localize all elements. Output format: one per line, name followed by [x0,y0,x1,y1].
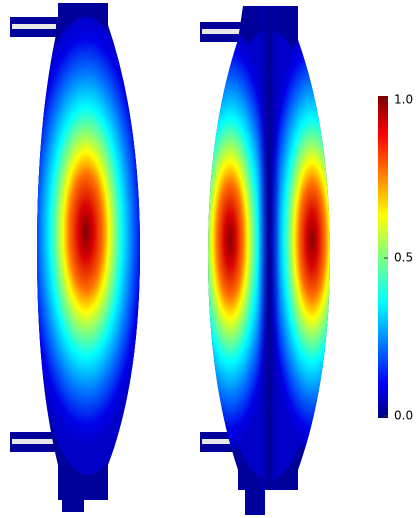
cavity-left [10,3,140,512]
tick-label: 1.0 [394,93,413,107]
tick-label: 0.5 [394,251,413,265]
cavity-right [200,6,330,515]
tick-label: 0.0 [394,409,413,423]
colorbar-ticks: 0.0 0.5 1.0 [384,93,413,423]
colorbar [378,96,388,418]
